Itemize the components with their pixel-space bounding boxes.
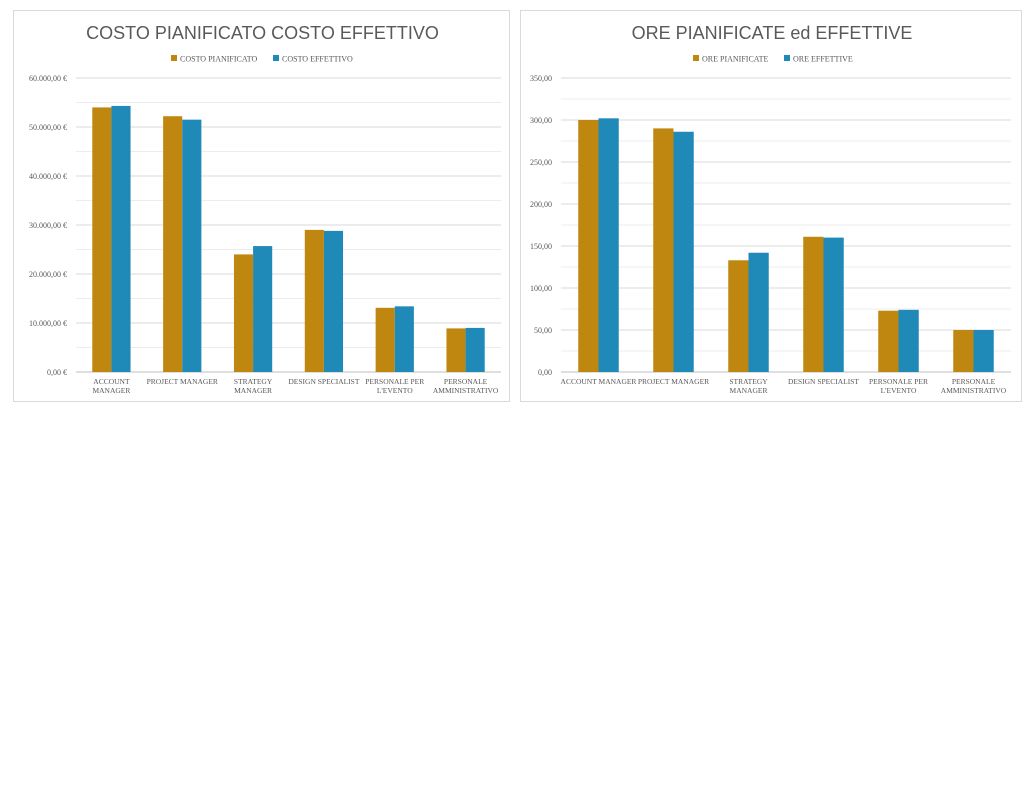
x-category-label: MANAGER (234, 386, 272, 395)
y-tick-label: 30.000,00 € (29, 221, 67, 230)
cost-chart: COSTO PIANIFICATO COSTO EFFETTIVO COSTO P… (29, 23, 501, 395)
legend-swatch (784, 55, 790, 61)
bar (803, 236, 824, 372)
x-category-label: PROJECT MANAGER (638, 377, 709, 386)
y-tick-label: 40.000,00 € (29, 172, 67, 181)
y-tick-label: 0,00 (538, 368, 552, 377)
x-category-label: PERSONALE PER (869, 377, 928, 386)
bar (878, 310, 899, 372)
legend-swatch (693, 55, 699, 61)
bar (653, 128, 674, 372)
y-tick-label: 150,00 (530, 242, 552, 251)
chart-title: ORE PIANIFICATE ed EFFETTIVE (632, 23, 913, 43)
y-tick-label: 300,00 (530, 116, 552, 125)
hours-chart-card: ORE PIANIFICATE ed EFFETTIVE ORE PIANIFIC… (520, 10, 1022, 402)
x-category-label: ACCOUNT (93, 377, 130, 386)
x-category-label: MANAGER (730, 386, 768, 395)
bar (111, 105, 131, 373)
y-tick-label: 10.000,00 € (29, 319, 67, 328)
bar (375, 307, 395, 372)
bar (233, 254, 254, 372)
chart-title: COSTO PIANIFICATO COSTO EFFETTIVO (86, 23, 439, 43)
y-tick-label: 50,00 (534, 326, 552, 335)
x-category-label: MANAGER (92, 386, 130, 395)
x-category-label: ACCOUNT MANAGER (561, 377, 637, 386)
bar (823, 237, 844, 372)
legend-label: COSTO EFFETTIVO (282, 55, 353, 64)
bar (578, 120, 599, 372)
bar (748, 252, 769, 372)
hours-chart: ORE PIANIFICATE ed EFFETTIVE ORE PIANIFIC… (530, 23, 1011, 395)
legend-swatch (273, 55, 279, 61)
x-category-label: STRATEGY (234, 377, 273, 386)
legend-label: ORE EFFETTIVE (793, 55, 853, 64)
x-category-label: AMMINISTRATIVO (433, 386, 499, 395)
y-tick-label: 250,00 (530, 158, 552, 167)
bar (598, 118, 619, 372)
cost-chart-card: COSTO PIANIFICATO COSTO EFFETTIVO COSTO P… (13, 10, 510, 402)
x-category-label: PERSONALE PER (365, 377, 424, 386)
y-tick-label: 20.000,00 € (29, 270, 67, 279)
y-tick-label: 50.000,00 € (29, 123, 67, 132)
bar (394, 306, 414, 372)
bar (446, 328, 466, 372)
x-category-label: STRATEGY (729, 377, 768, 386)
y-tick-label: 0,00 € (47, 368, 67, 377)
y-tick-label: 350,00 (530, 74, 552, 83)
bar (163, 116, 183, 372)
y-tick-label: 60.000,00 € (29, 74, 67, 83)
bar (182, 119, 202, 373)
bar (92, 107, 112, 373)
x-category-label: PROJECT MANAGER (147, 377, 218, 386)
bar (973, 330, 994, 372)
x-category-label: L'EVENTO (377, 386, 413, 395)
bar (323, 230, 344, 372)
legend-label: COSTO PIANIFICATO (180, 55, 257, 64)
x-category-label: DESIGN SPECIALIST (788, 377, 859, 386)
x-category-label: PERSONALE (952, 377, 996, 386)
y-tick-label: 200,00 (530, 200, 552, 209)
x-category-label: DESIGN SPECIALIST (288, 377, 359, 386)
x-category-label: PERSONALE (444, 377, 488, 386)
bar (898, 309, 919, 372)
bar (728, 260, 749, 372)
y-tick-label: 100,00 (530, 284, 552, 293)
bar (953, 330, 974, 372)
legend-label: ORE PIANIFICATE (702, 55, 769, 64)
bar (304, 229, 324, 372)
bar (253, 246, 273, 372)
bar (465, 327, 485, 372)
x-category-label: AMMINISTRATIVO (941, 386, 1007, 395)
bar (673, 131, 694, 372)
legend-swatch (171, 55, 177, 61)
x-category-label: L'EVENTO (881, 386, 917, 395)
